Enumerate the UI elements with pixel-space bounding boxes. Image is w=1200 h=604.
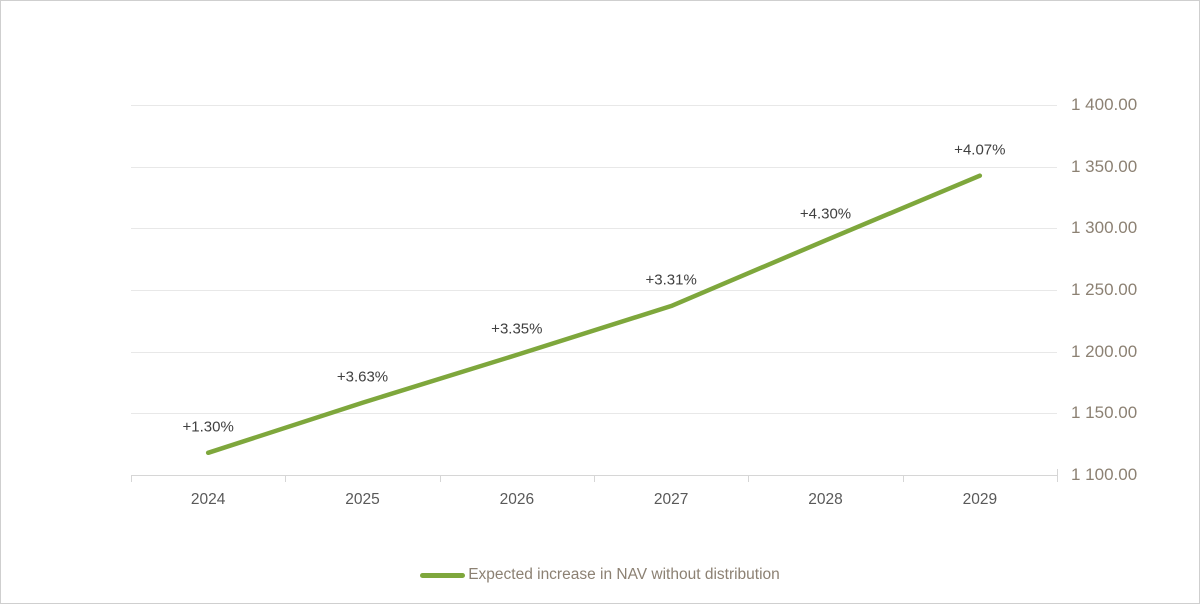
data-label: +4.07%	[954, 141, 1006, 159]
x-axis-tick-label: 2028	[808, 491, 843, 508]
gridline	[131, 351, 1057, 353]
gridline	[131, 413, 1057, 415]
gridline	[131, 290, 1057, 291]
x-axis-tick	[1057, 475, 1058, 482]
y-axis-tick-label: 1 100.00	[1071, 465, 1138, 484]
data-label: +1.30%	[182, 418, 234, 436]
x-axis-tick-label: 2025	[345, 491, 380, 508]
x-axis-tick	[902, 475, 904, 482]
x-axis-tick	[285, 475, 287, 482]
x-axis-tick-label: 2027	[653, 491, 689, 508]
data-label: +4.30%	[799, 205, 852, 223]
y-axis-tick-label: 1 250.00	[1071, 280, 1138, 299]
data-label: +3.31%	[645, 271, 697, 289]
x-axis-tick	[594, 475, 595, 482]
x-axis-tick-label: 2029	[962, 491, 998, 508]
x-axis-tick	[131, 475, 132, 482]
y-axis-tick-label: 1 200.00	[1071, 341, 1138, 361]
y-axis-tick	[1057, 469, 1058, 475]
legend-marker-line	[420, 572, 466, 578]
y-axis-tick-label: 1 400.00	[1071, 95, 1138, 114]
legend-label: Expected increase in NAV without distrib…	[468, 566, 780, 583]
data-label: +3.63%	[336, 368, 389, 386]
gridline	[131, 105, 1057, 106]
legend: Expected increase in NAV without distrib…	[1, 565, 1199, 585]
y-axis-tick-label: 1 350.00	[1071, 156, 1138, 176]
gridline	[131, 228, 1057, 230]
gridline	[131, 166, 1057, 168]
x-axis-tick	[439, 475, 441, 482]
x-axis-tick-label: 2024	[190, 491, 226, 508]
x-axis-tick	[748, 475, 750, 482]
series-line	[205, 173, 983, 456]
x-axis-tick-label: 2026	[499, 491, 535, 508]
y-axis-tick-label: 1 300.00	[1071, 218, 1138, 238]
data-label: +3.35%	[491, 320, 543, 338]
y-axis-tick-label: 1 150.00	[1071, 403, 1138, 423]
